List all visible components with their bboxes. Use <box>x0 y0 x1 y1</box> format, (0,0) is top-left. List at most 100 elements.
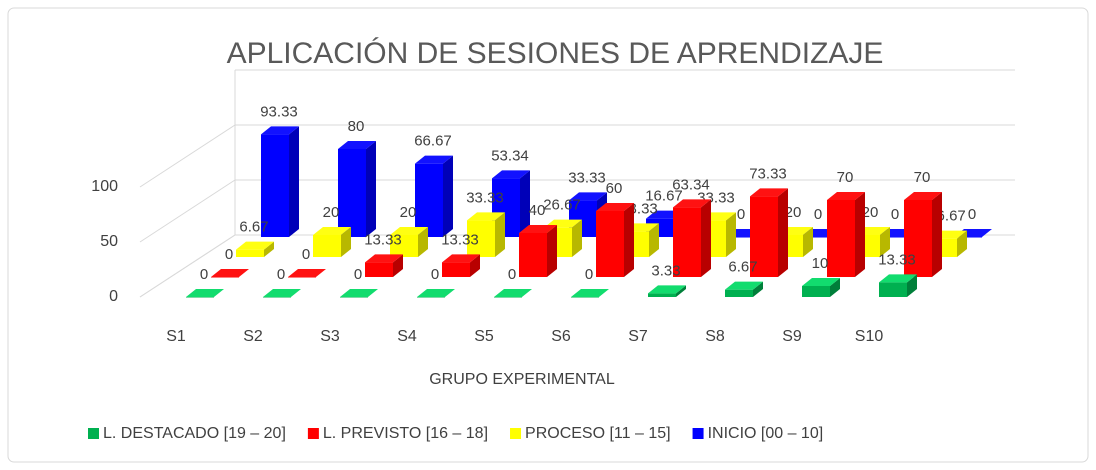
value-label: 0 <box>585 266 593 283</box>
bar-side <box>830 278 840 297</box>
x-tick-label: S1 <box>166 328 186 345</box>
bar <box>365 254 403 277</box>
value-label: 20 <box>785 204 802 221</box>
bar-side <box>393 254 403 277</box>
bar-top <box>648 285 686 294</box>
bar-top <box>263 289 301 297</box>
bar-top <box>340 289 378 297</box>
bar-side <box>701 199 711 277</box>
bar-side <box>753 281 763 297</box>
legend-swatch <box>510 428 522 439</box>
bar <box>340 289 378 298</box>
bar-top <box>725 281 763 290</box>
bar-side <box>289 126 299 237</box>
value-label: 70 <box>837 169 854 186</box>
value-label: 6.67 <box>728 259 757 276</box>
bar-front <box>261 134 289 237</box>
value-label: 13.33 <box>878 251 916 268</box>
legend-swatch <box>692 428 704 439</box>
bar-front <box>596 211 624 277</box>
bar <box>492 170 530 237</box>
bar-front <box>673 207 701 277</box>
bar <box>313 227 351 257</box>
value-label: 53.34 <box>491 147 529 164</box>
bar-top <box>802 278 840 286</box>
bar-side <box>676 285 686 297</box>
legend-label: PROCESO [11 – 15] <box>525 425 671 442</box>
bar-top <box>519 225 557 233</box>
value-label: 26.67 <box>543 197 581 214</box>
bar-top <box>365 254 403 263</box>
x-tick-label: S3 <box>320 328 340 345</box>
grid-line <box>139 124 1015 188</box>
x-tick-label: S9 <box>782 328 802 345</box>
bar-side <box>520 170 530 237</box>
bar-front <box>800 237 828 238</box>
bar-top <box>417 289 455 297</box>
bar-front <box>186 297 214 298</box>
y-tick-label: 100 <box>91 178 118 195</box>
bar-side <box>855 192 865 277</box>
value-label: 0 <box>302 246 310 263</box>
bar-side <box>418 227 428 257</box>
value-label: 33.33 <box>568 169 606 186</box>
x-tick-label: S2 <box>243 328 263 345</box>
value-label: 10 <box>812 255 829 272</box>
bar-front <box>571 297 599 298</box>
bar-front <box>494 297 522 298</box>
legend-label: L. PREVISTO [16 – 18] <box>323 425 488 442</box>
bar-top <box>571 289 609 297</box>
value-label: 13.33 <box>441 231 479 248</box>
value-label: 0 <box>737 206 745 223</box>
value-label: 40 <box>529 202 546 219</box>
bar-top <box>673 199 711 208</box>
value-label: 0 <box>277 266 285 283</box>
bar <box>519 225 557 277</box>
bar-side <box>907 274 917 297</box>
bar-front <box>390 235 418 257</box>
bar <box>211 269 249 278</box>
bar <box>571 289 609 298</box>
bar-front <box>417 297 445 298</box>
bar-front <box>954 237 982 238</box>
bar-front <box>827 200 855 277</box>
bar-top <box>261 126 299 135</box>
bar-top <box>467 212 505 221</box>
bar-front <box>904 200 932 277</box>
value-label: 20 <box>323 204 340 221</box>
bar-top <box>211 269 249 277</box>
bar-top <box>596 203 634 211</box>
bar-front <box>313 235 341 257</box>
bar-side <box>778 188 788 277</box>
value-label: 80 <box>348 118 365 135</box>
legend-swatch <box>88 428 99 439</box>
bar-top <box>288 269 326 277</box>
value-label: 0 <box>968 206 976 223</box>
value-label: 0 <box>225 246 233 263</box>
bar <box>494 289 532 298</box>
bar-side <box>443 155 453 237</box>
bar-top <box>492 170 530 179</box>
bar-top <box>338 141 376 149</box>
bar <box>415 155 453 237</box>
bar-side <box>880 227 890 257</box>
bar <box>827 192 865 277</box>
bar-side <box>366 141 376 237</box>
bar-side <box>649 223 659 257</box>
value-label: 60 <box>606 180 623 197</box>
bar <box>186 289 224 298</box>
legend-label: L. DESTACADO [19 – 20] <box>103 425 286 442</box>
bar-top <box>827 192 865 200</box>
value-label: 6.67 <box>239 219 268 236</box>
bar-side <box>341 227 351 257</box>
bar-front <box>877 237 905 238</box>
grid-line <box>139 179 1015 243</box>
bar-front <box>288 277 316 278</box>
value-label: 73.33 <box>749 165 787 182</box>
bar-side <box>932 192 942 277</box>
value-label: 66.67 <box>414 133 452 150</box>
value-label: 70 <box>914 169 931 186</box>
bar-front <box>442 262 470 277</box>
chart-title: APLICACIÓN DE SESIONES DE APRENDIZAJE <box>227 37 884 70</box>
